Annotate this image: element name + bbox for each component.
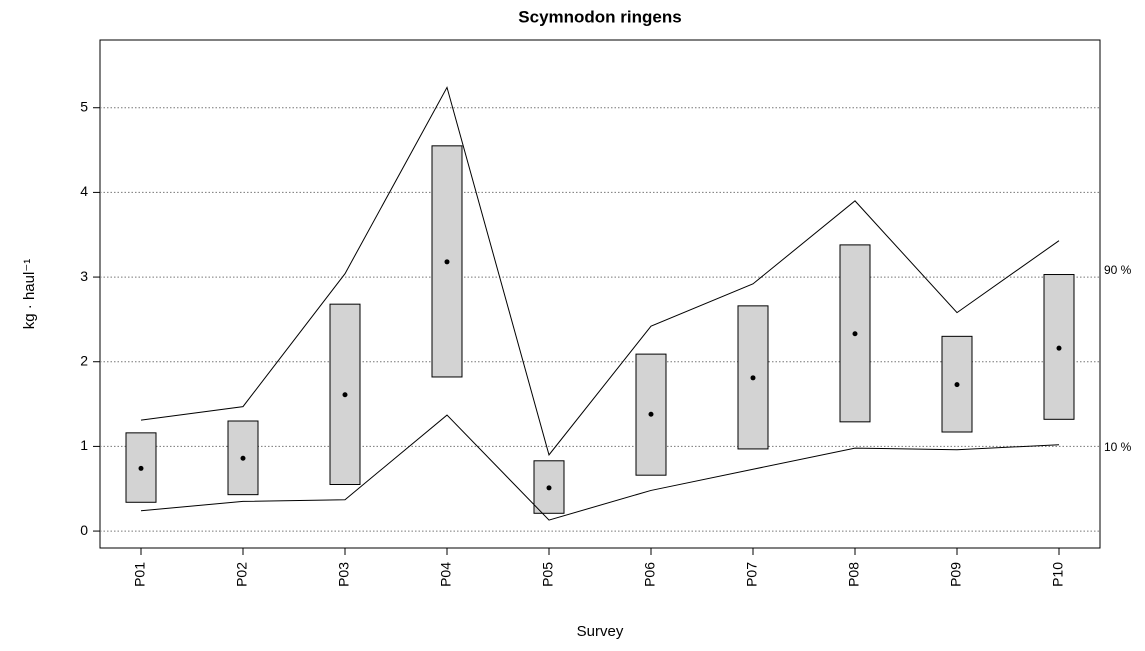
- percentile-line: [140, 414, 1060, 521]
- mean-point: [138, 465, 144, 471]
- x-tick-label: P03: [336, 562, 352, 587]
- y-axis-label: kg · haul⁻¹: [21, 259, 38, 329]
- y-tick-label: 4: [80, 183, 88, 199]
- x-tick-label: P05: [540, 562, 556, 587]
- y-tick-label: 0: [80, 522, 88, 538]
- mean-point: [954, 382, 960, 388]
- x-tick-label: P07: [744, 562, 760, 587]
- x-axis-label: Survey: [577, 623, 624, 640]
- y-tick-label: 5: [80, 98, 88, 114]
- percentile-label: 90 %: [1104, 263, 1132, 277]
- range-box: [431, 145, 463, 378]
- x-tick-label: P04: [438, 562, 454, 587]
- mean-point: [1056, 345, 1062, 351]
- mean-point: [852, 331, 858, 337]
- y-tick-label: 3: [80, 268, 88, 284]
- chart-title: Scymnodon ringens: [518, 7, 681, 26]
- mean-point: [750, 375, 756, 381]
- mean-point: [444, 259, 450, 265]
- x-tick-label: P09: [948, 562, 964, 587]
- x-tick-label: P01: [132, 562, 148, 587]
- percentile-label: 10 %: [1104, 440, 1132, 454]
- x-tick-label: P10: [1050, 562, 1066, 587]
- mean-point: [648, 411, 654, 417]
- x-tick-label: P08: [846, 562, 862, 587]
- mean-point: [240, 455, 246, 461]
- x-tick-label: P06: [642, 562, 658, 587]
- y-tick-label: 1: [80, 437, 88, 453]
- mean-point: [546, 485, 552, 491]
- percentile-line: [140, 86, 1060, 456]
- range-box: [635, 353, 667, 476]
- plot-frame: [99, 39, 1101, 549]
- mean-point: [342, 392, 348, 398]
- y-tick-label: 2: [80, 352, 88, 368]
- x-tick-label: P02: [234, 562, 250, 587]
